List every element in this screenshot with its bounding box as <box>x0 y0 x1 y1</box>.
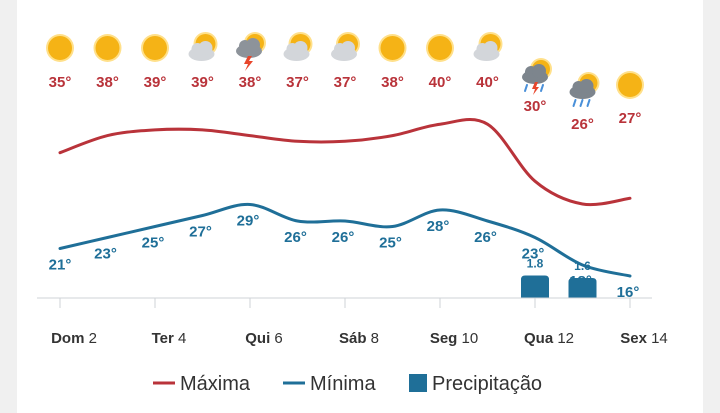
sun-disc <box>143 36 167 60</box>
cloud-puff <box>483 41 498 55</box>
min-temp-labels: 21°23°25°27°29°26°26°25°28°26°23°18°16° <box>49 213 640 302</box>
partly-cloudy-icon <box>331 32 360 61</box>
precipitation-value-label: 1.8 <box>527 257 544 271</box>
legend-bar-swatch <box>409 374 427 392</box>
min-temp-label: 23° <box>522 246 545 263</box>
legend-item: Mínima <box>283 373 376 395</box>
sun-icon <box>46 34 74 62</box>
lightning-bolt <box>244 56 253 71</box>
precipitation-bar: 1.8 <box>521 257 549 298</box>
max-temp-label: 37° <box>286 74 309 91</box>
sun-icon <box>141 34 169 62</box>
max-temp-labels: 35° 38° 39° 39° 38° 37° 37° 38° 40° 40° 30° 26° 27° <box>49 74 642 133</box>
precipitation-bar-rect <box>521 275 549 298</box>
precipitation-bars: 1.8 1.6 <box>521 257 597 298</box>
weather-icons <box>46 32 644 107</box>
sun-icon <box>426 34 454 62</box>
thunderstorm-rain-icon <box>522 58 552 95</box>
cloud-puff <box>246 38 260 52</box>
sun-disc <box>428 36 452 60</box>
partly-cloudy-icon <box>473 32 503 61</box>
forecast-card <box>17 0 703 413</box>
min-temp-label: 25° <box>379 235 402 252</box>
cloud-puff <box>198 41 213 55</box>
max-temp-label: 27° <box>619 110 642 127</box>
max-temp-label: 38° <box>239 74 262 91</box>
max-temp-label: 40° <box>429 74 452 91</box>
rain-drop <box>586 99 591 107</box>
min-temp-label: 26° <box>284 229 307 246</box>
sun-disc <box>618 73 642 97</box>
x-tick-label: Qua 12 <box>524 330 574 347</box>
legend-label: Mínima <box>310 373 376 395</box>
min-temp-label: 26° <box>474 229 497 246</box>
max-temp-label: 40° <box>476 74 499 91</box>
precipitation-bar-rect <box>568 278 597 298</box>
precipitation-bar: 1.6 <box>568 259 597 298</box>
min-temp-label: 26° <box>332 229 355 246</box>
max-temp-label: 26° <box>571 116 594 133</box>
min-temp-label: 28° <box>427 218 450 235</box>
temperature-lines <box>58 118 632 278</box>
rain-drop <box>572 99 577 107</box>
sun-icon <box>616 71 644 99</box>
precipitation-value-label: 1.6 <box>574 259 591 273</box>
cloud-puff <box>532 64 546 78</box>
sun-disc <box>380 36 405 60</box>
max-temp-label: 39° <box>144 74 167 91</box>
max-temp-label: 39° <box>191 74 214 91</box>
legend-label: Máxima <box>180 373 251 395</box>
x-tick-label: Seg 10 <box>430 330 478 347</box>
min-temp-label: 16° <box>617 284 640 301</box>
rain-drop <box>524 84 528 92</box>
rain-drop <box>540 84 544 92</box>
lightning-bolt <box>532 82 539 95</box>
x-tick-label: Dom 2 <box>51 330 97 347</box>
cloud-puff <box>579 79 594 93</box>
sun-disc <box>48 36 72 60</box>
min-temp-label: 25° <box>142 235 165 252</box>
min-temp-label: 23° <box>94 246 117 263</box>
min-temp-label: 27° <box>189 224 212 241</box>
legend: Máxima Mínima Precipitação <box>153 373 542 395</box>
min-temp-label: 21° <box>49 257 72 274</box>
x-tick-label: Ter 4 <box>152 330 187 347</box>
max-temp-label: 35° <box>49 74 72 91</box>
max-temp-label: 30° <box>524 98 547 115</box>
legend-item: Máxima <box>153 373 251 395</box>
x-axis: Dom 2 Ter 4 Qui 6 Sáb 8 Seg 10 Qua 12 Sex 14 <box>37 297 668 347</box>
max-temp-line <box>58 118 632 207</box>
cloud-puff <box>341 41 355 55</box>
sun-icon <box>378 34 407 62</box>
x-tick-label: Sáb 8 <box>339 330 379 347</box>
partly-cloudy-icon <box>188 32 218 61</box>
legend-label: Precipitação <box>432 373 542 395</box>
rain-icon <box>569 72 600 107</box>
x-tick-label: Qui 6 <box>245 330 283 347</box>
max-temp-label: 37° <box>334 74 357 91</box>
min-temp-label: 29° <box>237 213 260 230</box>
max-temp-label: 38° <box>381 74 404 91</box>
cloud-puff <box>293 41 308 55</box>
sun-icon <box>93 34 122 62</box>
rain-drop <box>579 99 584 107</box>
x-tick-label: Sex 14 <box>620 330 668 347</box>
legend-item: Precipitação <box>409 373 542 395</box>
thunderstorm-icon <box>236 32 266 71</box>
min-temp-line <box>58 202 632 278</box>
max-temp-label: 38° <box>96 74 119 91</box>
partly-cloudy-icon <box>283 32 313 61</box>
sun-disc <box>95 36 120 60</box>
